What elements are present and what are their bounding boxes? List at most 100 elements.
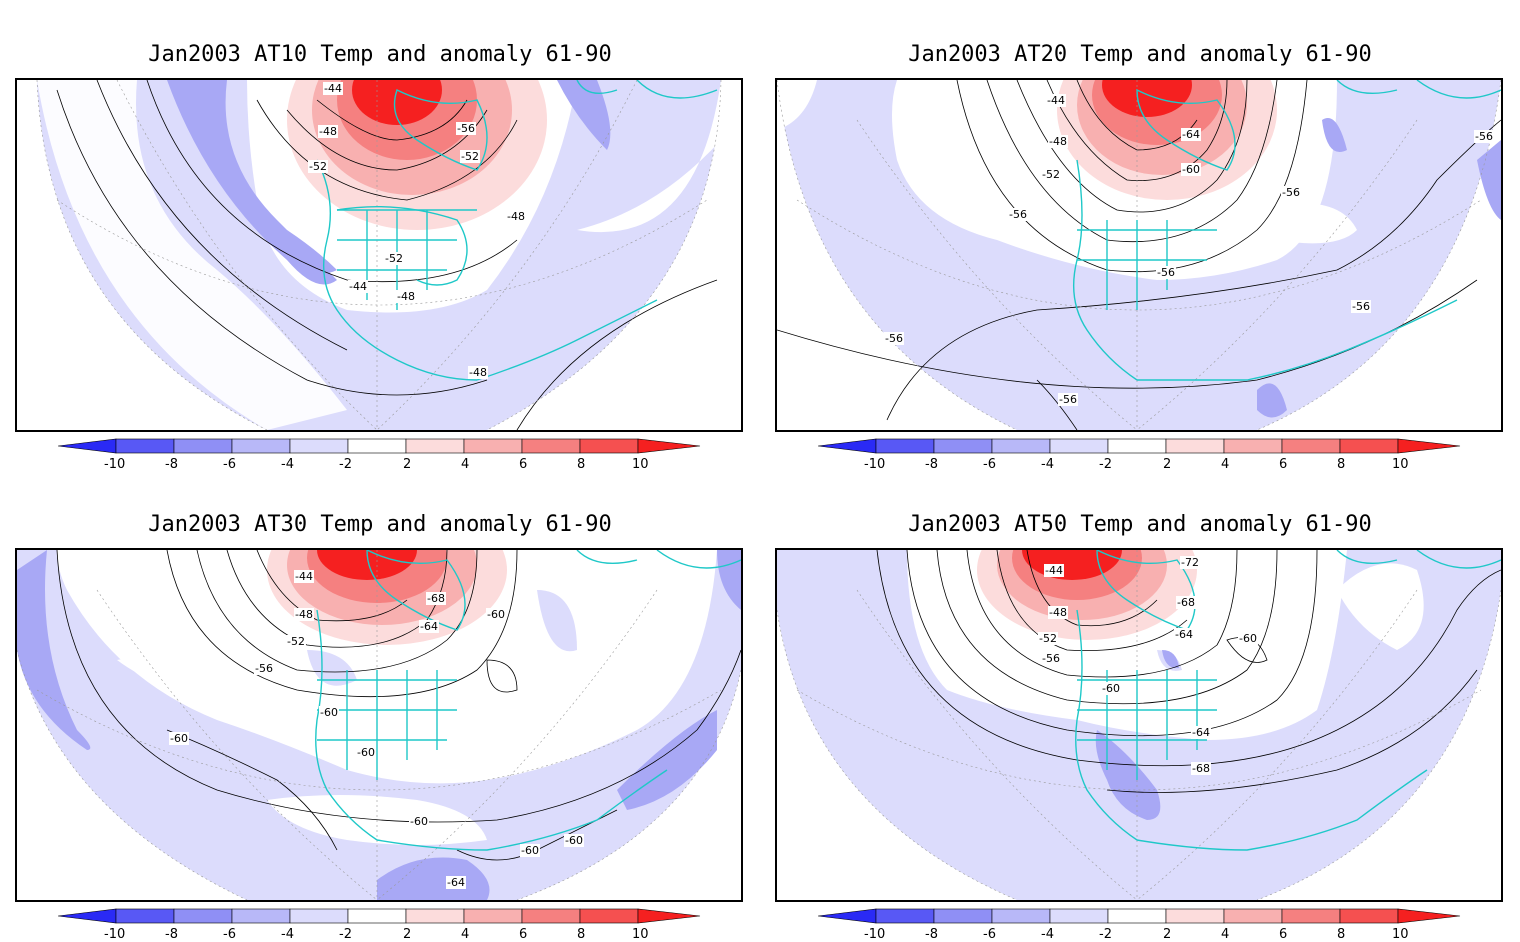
contour-labels: -44 -48 -52 -56 -64 -60 -56 -56 -56 -56 … [884, 94, 1494, 406]
colorbar-tick: 10 [632, 457, 649, 472]
colorbar-tick: -6 [223, 457, 236, 472]
colorbar-tick: -2 [339, 927, 352, 942]
contour-label: -44 [1047, 94, 1065, 107]
colorbar-segment [463, 438, 523, 454]
colorbar-segment [58, 438, 117, 454]
contour-label-bg [506, 210, 526, 223]
colorbar-tick: -10 [864, 927, 885, 942]
map-frame: -44 -48 -52 -56 -68 -64 -60 -60 -60 -60 … [15, 548, 743, 902]
anomaly-neutral-zone [37, 80, 347, 430]
contour-label-bg [1176, 596, 1196, 609]
colorbar-tick: -10 [864, 457, 885, 472]
colorbar-tick: -8 [925, 457, 938, 472]
contour-label: -64 [420, 620, 438, 633]
colorbar-segment [347, 908, 407, 924]
contour-label-bg [1351, 300, 1371, 313]
contour-label-bg [294, 608, 314, 621]
contour-label: -52 [1042, 168, 1060, 181]
anomaly-strong-negative [1095, 730, 1161, 820]
anomaly-neutral-zone [117, 657, 187, 683]
colorbar-tick: -4 [281, 927, 294, 942]
contour-label-bg [468, 366, 488, 379]
map-plot [36, 80, 722, 430]
colorbar-segment [347, 438, 407, 454]
colorbar-segment [933, 438, 993, 454]
colorbar-tick: 10 [632, 927, 649, 942]
contour-labels: -44 -48 -52 -56 -52 -48 -52 -44 -48 -48 [308, 82, 526, 379]
colorbar-segment [1339, 908, 1399, 924]
colorbar-segment [1281, 438, 1341, 454]
contour-label: -60 [1102, 682, 1120, 695]
colorbar-tick: -8 [925, 927, 938, 942]
colorbar-segment [405, 908, 465, 924]
colorbar-segment [991, 438, 1051, 454]
panel-title: Jan2003 AT50 Temp and anomaly 61-90 [908, 512, 1372, 537]
colorbar-segment [1107, 908, 1167, 924]
coastlines [315, 550, 741, 851]
contour-label-bg [1058, 393, 1078, 406]
contour-label: -44 [1045, 564, 1063, 577]
map-plot [777, 550, 1501, 900]
contour-label: -60 [521, 844, 539, 857]
anomaly-neutral-zone [1337, 563, 1424, 650]
contour-label: -48 [507, 210, 525, 223]
contour-label-bg [1101, 682, 1121, 695]
colorbar-tick: 6 [519, 927, 527, 942]
contour-label: -44 [324, 82, 342, 95]
colorbar-segment [818, 908, 877, 924]
contour-label-bg [520, 844, 540, 857]
colorbar-tick: 4 [461, 457, 469, 472]
contour-label-bg [1041, 168, 1061, 181]
colorbar-segment [289, 438, 349, 454]
contour-label: -48 [397, 290, 415, 303]
colorbar: -10 -8 -6 -4 -2 2 4 6 8 10 [818, 908, 1461, 942]
colorbar-segment [521, 908, 581, 924]
colorbar-segment [991, 908, 1051, 924]
colorbar-tick: -10 [104, 927, 125, 942]
colorbar-segment [875, 438, 935, 454]
contour-label-bg [1041, 652, 1061, 665]
contour-label-bg [1181, 163, 1201, 176]
anomaly-strong-negative [377, 857, 490, 900]
colorbar-segment [579, 438, 639, 454]
contour-label: -52 [287, 635, 305, 648]
colorbar-segment [1339, 438, 1399, 454]
colorbar-tick: -8 [165, 457, 178, 472]
colorbar-tick: -6 [223, 927, 236, 942]
contour-label: -72 [1181, 556, 1199, 569]
anomaly-peak-positive [317, 550, 417, 580]
contour-label-bg [446, 876, 466, 889]
colorbar-tick: -4 [281, 457, 294, 472]
colorbar-segment [637, 438, 701, 454]
contour-label-bg [1156, 266, 1176, 279]
contour-label: -56 [1475, 130, 1493, 143]
colorbar-segment [115, 438, 175, 454]
colorbar-segment [463, 908, 523, 924]
colorbar-tick: -6 [983, 927, 996, 942]
contour-label-bg [884, 332, 904, 345]
contour-label: -56 [1352, 300, 1370, 313]
map-plot [777, 80, 1501, 430]
anomaly-neutral-zone [1257, 203, 1357, 244]
contour-label-bg [319, 706, 339, 719]
colorbar: -10 -8 -6 -4 -2 2 4 6 8 10 [818, 438, 1461, 472]
contour-label-bg [1044, 564, 1064, 577]
contour-label: -56 [255, 662, 273, 675]
contour-label: -48 [295, 608, 313, 621]
contour-label-bg [348, 280, 368, 293]
contour-label: -64 [1182, 128, 1200, 141]
contour-label-bg [1474, 130, 1494, 143]
anomaly-strong-negative [557, 80, 611, 150]
anomaly-peak-positive [352, 80, 442, 125]
colorbar-segment [637, 908, 701, 924]
colorbar-tick: 6 [1279, 927, 1287, 942]
panel-at20: Jan2003 AT20 Temp and anomaly 61-90 [760, 0, 1520, 472]
graticule [36, 80, 722, 430]
contour-label: -56 [457, 122, 475, 135]
colorbar-segment [1397, 438, 1461, 454]
colorbar-tick: -4 [1041, 457, 1054, 472]
colorbar-tick: 10 [1392, 927, 1409, 942]
colorbar-tick: 4 [1221, 927, 1229, 942]
contour-label: -60 [170, 732, 188, 745]
colorbar-tick: -8 [165, 927, 178, 942]
